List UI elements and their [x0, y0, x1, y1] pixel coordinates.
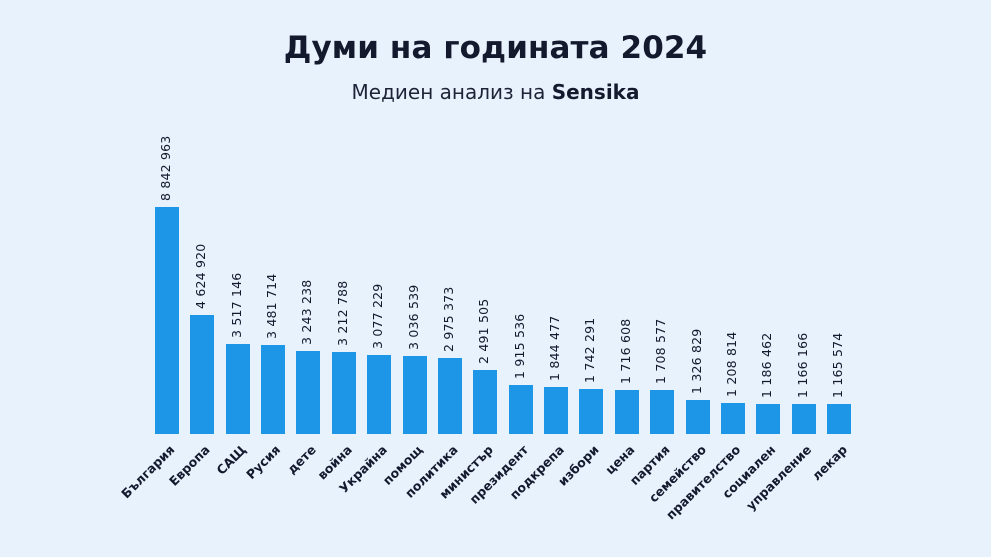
bar[interactable]	[686, 400, 710, 434]
bar[interactable]	[792, 404, 816, 434]
bar[interactable]	[473, 370, 497, 434]
bar[interactable]	[367, 355, 391, 434]
x-axis-label: управление	[743, 442, 815, 514]
bar[interactable]	[650, 390, 674, 434]
bar-value-label: 3 517 146	[229, 272, 244, 338]
bar-value-label: 8 842 963	[158, 135, 173, 201]
bar[interactable]	[615, 390, 639, 434]
x-axis-label: лекар	[808, 442, 850, 484]
bar-value-label: 4 624 920	[193, 243, 208, 309]
bar[interactable]	[155, 207, 179, 434]
bar-value-label: 1 166 166	[795, 332, 810, 398]
bar[interactable]	[721, 403, 745, 434]
x-axis-label: България	[118, 442, 178, 502]
bar-value-label: 3 077 229	[370, 283, 385, 349]
bar-value-label: 1 165 574	[830, 332, 845, 398]
bar[interactable]	[544, 387, 568, 434]
bar[interactable]	[332, 352, 356, 434]
bar[interactable]	[756, 404, 780, 434]
bar[interactable]	[226, 344, 250, 434]
brand-name: Sensika	[551, 80, 640, 104]
subtitle-prefix: Медиен анализ на	[351, 80, 552, 104]
bar-value-label: 1 708 577	[653, 318, 668, 384]
bar-value-label: 1 326 829	[689, 328, 704, 394]
bar[interactable]	[438, 358, 462, 434]
bar-value-label: 1 742 291	[582, 317, 597, 383]
bar-value-label: 1 844 477	[547, 315, 562, 381]
page-subtitle: Медиен анализ на Sensika	[0, 80, 991, 104]
bar-value-label: 1 186 462	[759, 332, 774, 398]
page-title: Думи на годината 2024	[283, 30, 708, 66]
bar-value-label: 2 975 373	[441, 286, 456, 352]
bar[interactable]	[579, 389, 603, 434]
bar-value-label: 1 208 814	[724, 331, 739, 397]
bar[interactable]	[261, 345, 285, 434]
bar-value-label: 2 491 505	[476, 298, 491, 364]
bar-value-label: 3 481 714	[264, 273, 279, 339]
bar-value-label: 3 036 539	[406, 284, 421, 350]
bar[interactable]	[509, 385, 533, 434]
bar-value-label: 1 915 536	[512, 313, 527, 379]
bar[interactable]	[190, 315, 214, 434]
bar-value-label: 3 212 788	[335, 280, 350, 346]
bar[interactable]	[827, 404, 851, 434]
bar-value-label: 3 243 238	[299, 279, 314, 345]
bar[interactable]	[403, 356, 427, 434]
bar[interactable]	[296, 351, 320, 434]
x-axis-label: Русия	[243, 442, 284, 482]
bar-value-label: 1 716 608	[618, 318, 633, 384]
